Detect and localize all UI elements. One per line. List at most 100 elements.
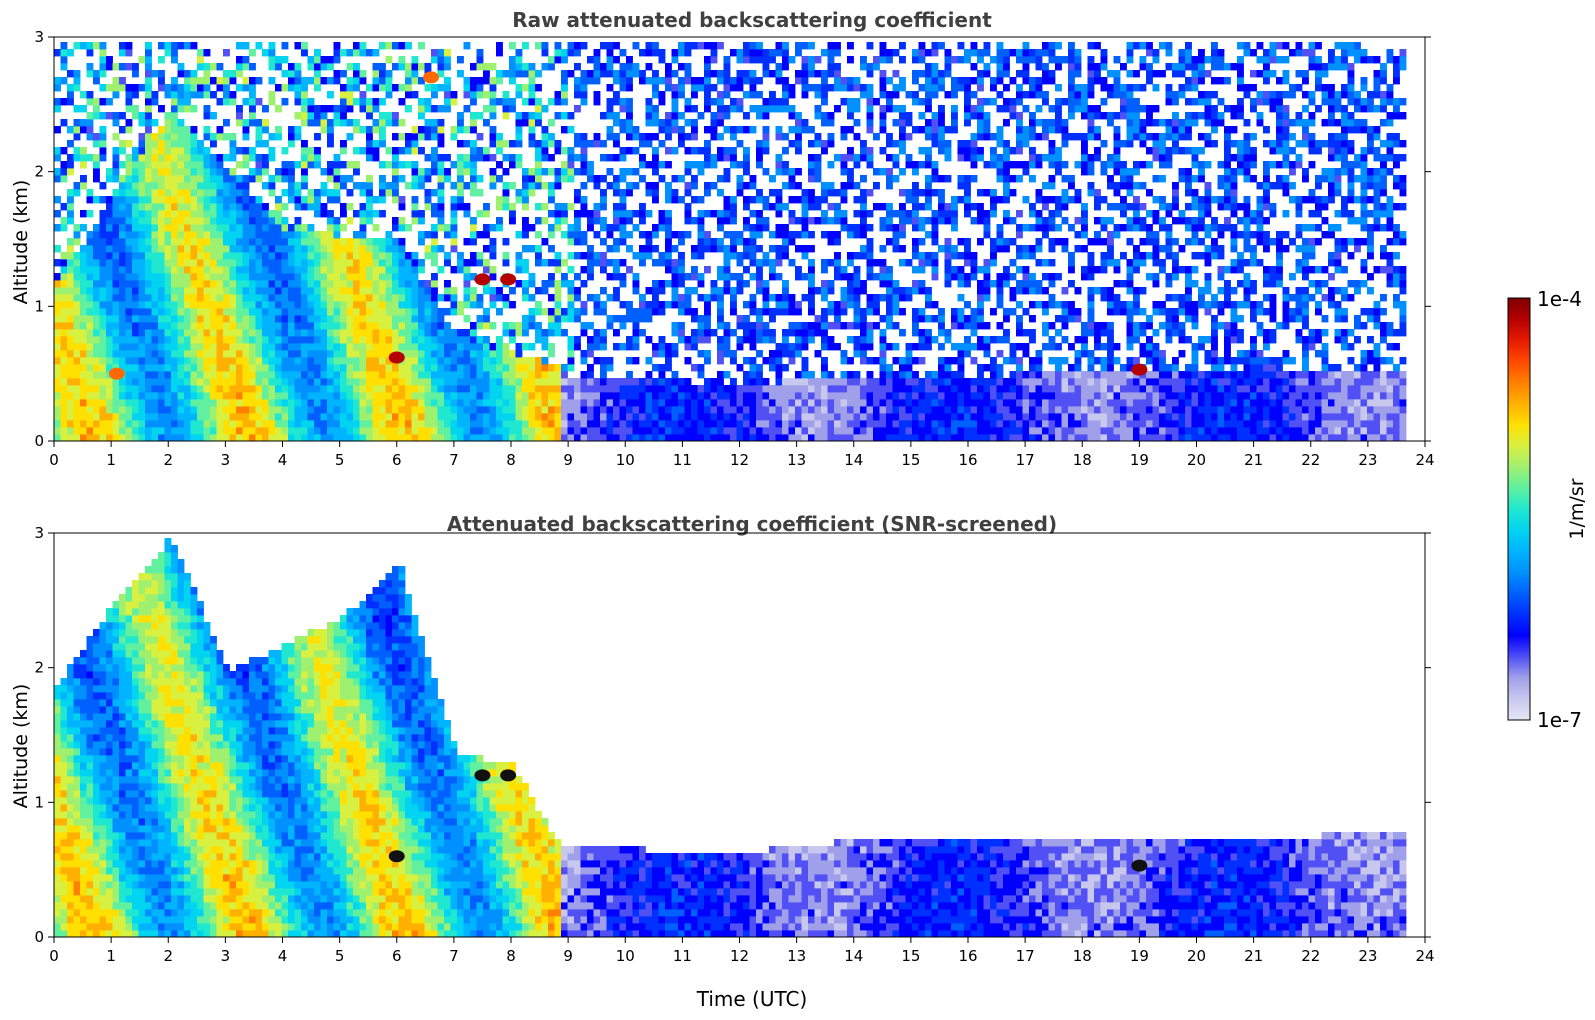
- raw-cell: [197, 371, 204, 379]
- raw-cell: [99, 217, 107, 225]
- raw-cell: [645, 315, 653, 323]
- raw-cell: [177, 322, 185, 330]
- raw-cell: [275, 224, 282, 232]
- raw-cell: [255, 378, 263, 386]
- raw-cell: [99, 112, 107, 120]
- raw-cell: [847, 126, 854, 134]
- raw-cell: [158, 168, 165, 176]
- raw-cell: [418, 350, 425, 358]
- raw-cell: [509, 105, 516, 113]
- raw-cell: [743, 91, 750, 99]
- raw-cell: [515, 427, 523, 435]
- raw-cell: [203, 329, 211, 337]
- raw-cell: [327, 378, 334, 386]
- raw-cell: [73, 238, 81, 246]
- raw-cell: [210, 343, 217, 351]
- raw-cell: [138, 315, 146, 323]
- raw-cell: [697, 84, 705, 92]
- raw-cell: [93, 336, 100, 344]
- raw-cell: [749, 126, 757, 134]
- raw-cell: [203, 343, 211, 351]
- raw-cell: [216, 245, 224, 253]
- raw-cell: [762, 168, 770, 176]
- raw-cell: [294, 392, 302, 400]
- raw-cell: [288, 392, 295, 400]
- raw-cell: [392, 413, 399, 421]
- raw-cell: [749, 420, 757, 428]
- raw-cell: [171, 364, 178, 372]
- raw-cell: [203, 427, 211, 435]
- raw-cell: [132, 343, 139, 351]
- raw-cell: [54, 392, 61, 400]
- raw-cell: [197, 189, 204, 197]
- raw-cell: [164, 231, 172, 239]
- raw-cell: [340, 147, 347, 155]
- raw-cell: [372, 98, 380, 106]
- raw-cell: [678, 392, 685, 400]
- raw-cell: [528, 168, 536, 176]
- raw-cell: [665, 434, 672, 441]
- raw-cell: [756, 231, 763, 239]
- raw-cell: [730, 385, 737, 393]
- raw-cell: [756, 259, 763, 267]
- raw-cell: [151, 364, 159, 372]
- raw-cell: [197, 252, 204, 260]
- raw-cell: [125, 154, 133, 162]
- raw-cell: [795, 322, 802, 330]
- raw-cell: [710, 84, 718, 92]
- raw-cell: [470, 420, 477, 428]
- raw-cell: [535, 147, 542, 155]
- raw-cell: [255, 336, 263, 344]
- raw-cell: [782, 420, 789, 428]
- raw-cell: [210, 63, 217, 71]
- raw-cell: [619, 273, 627, 281]
- raw-cell: [86, 273, 94, 281]
- raw-cell: [249, 378, 256, 386]
- raw-cell: [606, 434, 614, 441]
- raw-cell: [262, 434, 269, 441]
- raw-cell: [229, 147, 237, 155]
- raw-cell: [554, 56, 562, 64]
- raw-cell: [236, 203, 243, 211]
- raw-cell: [645, 357, 653, 365]
- raw-cell: [145, 280, 152, 288]
- raw-cell: [652, 399, 659, 407]
- raw-cell: [190, 105, 198, 113]
- raw-cell: [398, 273, 406, 281]
- raw-cell: [476, 371, 484, 379]
- raw-cell: [288, 126, 295, 134]
- raw-cell: [567, 147, 575, 155]
- raw-cell: [795, 420, 802, 428]
- raw-cell: [743, 420, 750, 428]
- raw-cell: [548, 56, 555, 64]
- raw-cell: [743, 427, 750, 435]
- raw-cell: [190, 77, 198, 85]
- raw-cell: [54, 315, 61, 323]
- raw-cell: [67, 161, 74, 169]
- raw-cell: [509, 406, 516, 414]
- raw-cell: [132, 392, 139, 400]
- raw-cell: [275, 63, 282, 71]
- raw-cell: [346, 434, 354, 441]
- raw-cell: [145, 343, 152, 351]
- raw-cell: [275, 231, 282, 239]
- raw-cell: [301, 98, 308, 106]
- raw-cell: [444, 420, 451, 428]
- raw-cell: [281, 420, 289, 428]
- raw-cell: [502, 112, 510, 120]
- raw-cell: [762, 413, 770, 421]
- raw-cell: [177, 245, 185, 253]
- raw-cell: [678, 280, 685, 288]
- raw-cell: [671, 434, 679, 441]
- raw-cell: [164, 154, 172, 162]
- raw-cell: [119, 273, 126, 281]
- raw-cell: [197, 56, 204, 64]
- raw-cell: [80, 294, 87, 302]
- raw-cell: [834, 385, 841, 393]
- raw-cell: [301, 77, 308, 85]
- raw-cell: [587, 224, 594, 232]
- raw-cell: [645, 252, 653, 260]
- raw-cell: [145, 245, 152, 253]
- raw-cell: [691, 406, 698, 414]
- raw-cell: [67, 364, 74, 372]
